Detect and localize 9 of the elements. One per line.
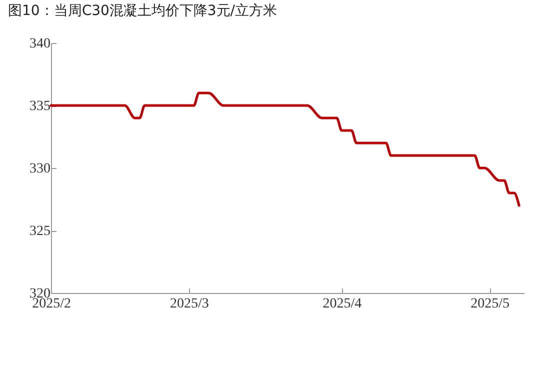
x-tick-label: 2025/3 — [170, 296, 209, 312]
y-tick-label: 330 — [30, 162, 50, 176]
line-series — [50, 92, 520, 207]
chart-title: 图10：当周C30混凝土均价下降3元/立方米 — [8, 3, 278, 19]
x-tick-label: 2025/4 — [322, 296, 362, 312]
y-tick-label: 325 — [30, 224, 50, 239]
x-tick-label: 2025/5 — [470, 296, 510, 312]
y-tick-label: 340 — [30, 36, 50, 52]
y-tick-label: 335 — [30, 99, 50, 114]
